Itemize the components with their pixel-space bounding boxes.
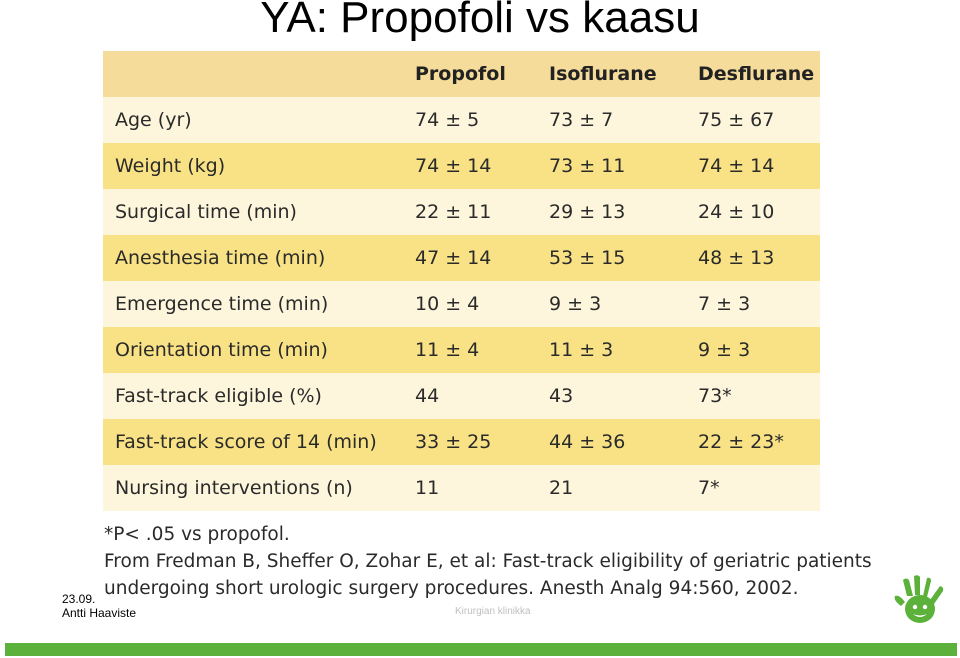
desflurane-value: 75 ± 67 [698,109,775,131]
source-line-1: From Fredman B, Sheffer O, Zohar E, et a… [104,551,872,572]
header-cell-propofol: Propofol [415,63,506,85]
table-notes: *P< .05 vs propofol. From Fredman B, She… [104,521,872,602]
propofol-value: 11 [415,477,440,499]
table-row: Surgical time (min) 22 ± 11 29 ± 13 24 ±… [103,189,820,235]
isoflurane-value: 44 ± 36 [549,431,626,453]
row-label: Age (yr) [115,109,192,131]
desflurane-value: 24 ± 10 [698,201,775,223]
desflurane-value: 7* [698,477,720,499]
propofol-value: 10 ± 4 [415,293,480,315]
slide-title: YA: Propofoli vs kaasu [260,0,700,42]
isoflurane-value: 73 ± 7 [549,109,614,131]
slide-footer-center: Kirurgian klinikka [455,606,531,617]
propofol-value: 47 ± 14 [415,247,492,269]
row-label: Anesthesia time (min) [115,247,326,269]
isoflurane-value: 43 [549,385,574,407]
table-row: Weight (kg) 74 ± 14 73 ± 11 74 ± 14 [103,143,820,189]
desflurane-value: 48 ± 13 [698,247,775,269]
table-row: Age (yr) 74 ± 5 73 ± 7 75 ± 67 [103,97,820,143]
slide-date: 23.09. [62,592,96,606]
table-row: Anesthesia time (min) 47 ± 14 53 ± 15 48… [103,235,820,281]
table-row: Emergence time (min) 10 ± 4 9 ± 3 7 ± 3 [103,281,820,327]
slide-author: Antti Haaviste [62,606,137,620]
isoflurane-value: 73 ± 11 [549,155,626,177]
table-row: Orientation time (min) 11 ± 4 11 ± 3 9 ±… [103,327,820,373]
row-label: Nursing interventions (n) [115,477,353,499]
propofol-value: 74 ± 14 [415,155,492,177]
row-label: Weight (kg) [115,155,226,177]
desflurane-value: 22 ± 23* [698,431,784,453]
hand-logo-icon [894,575,944,623]
slide-footer-left: 23.09. Antti Haaviste [62,592,136,620]
propofol-value: 74 ± 5 [415,109,480,131]
desflurane-value: 74 ± 14 [698,155,775,177]
propofol-value: 44 [415,385,440,407]
footnote: *P< .05 vs propofol. [104,524,290,545]
table-row: Fast-track eligible (%) 44 43 73* [103,373,820,419]
footer-bar [5,643,957,656]
comparison-table: Propofol Isoflurane Desflurane Age (yr) … [103,51,820,511]
row-label: Fast-track score of 14 (min) [115,431,377,453]
row-label: Orientation time (min) [115,339,328,361]
header-cell-desflurane: Desflurane [698,63,815,85]
propofol-value: 22 ± 11 [415,201,492,223]
row-label: Emergence time (min) [115,293,329,315]
table-row: Nursing interventions (n) 11 21 7* [103,465,820,511]
desflurane-value: 9 ± 3 [698,339,751,361]
propofol-value: 33 ± 25 [415,431,492,453]
desflurane-value: 73* [698,385,732,407]
isoflurane-value: 9 ± 3 [549,293,602,315]
isoflurane-value: 11 ± 3 [549,339,614,361]
isoflurane-value: 21 [549,477,574,499]
source-line-2: undergoing short urologic surgery proced… [104,578,799,599]
isoflurane-value: 29 ± 13 [549,201,626,223]
table-row: Fast-track score of 14 (min) 33 ± 25 44 … [103,419,820,465]
table-header-row: Propofol Isoflurane Desflurane [103,51,820,97]
propofol-value: 11 ± 4 [415,339,480,361]
isoflurane-value: 53 ± 15 [549,247,626,269]
row-label: Surgical time (min) [115,201,297,223]
header-cell-isoflurane: Isoflurane [549,63,657,85]
row-label: Fast-track eligible (%) [115,385,322,407]
desflurane-value: 7 ± 3 [698,293,751,315]
